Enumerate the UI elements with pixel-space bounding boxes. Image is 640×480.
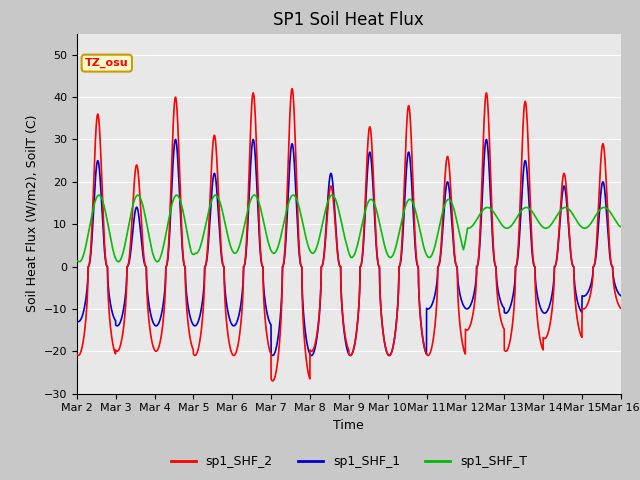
- sp1_SHF_T: [361, 211, 369, 216]
- sp1_SHF_1: [611, 279, 618, 285]
- Title: SP1 Soil Heat Flux: SP1 Soil Heat Flux: [273, 11, 424, 29]
- sp1_SHF_2: [617, 305, 625, 311]
- sp1_SHF_1: [147, 313, 155, 319]
- sp1_SHF_1: [73, 318, 81, 324]
- Text: TZ_osu: TZ_osu: [85, 58, 129, 68]
- Y-axis label: Soil Heat Flux (W/m2), SoilT (C): Soil Heat Flux (W/m2), SoilT (C): [25, 115, 38, 312]
- sp1_SHF_T: [512, 216, 520, 222]
- sp1_SHF_2: [73, 351, 81, 357]
- sp1_SHF_T: [611, 216, 618, 222]
- sp1_SHF_2: [288, 86, 296, 92]
- sp1_SHF_T: [212, 192, 220, 198]
- sp1_SHF_2: [361, 214, 369, 220]
- sp1_SHF_2: [429, 335, 437, 341]
- sp1_SHF_1: [361, 223, 369, 229]
- X-axis label: Time: Time: [333, 419, 364, 432]
- Line: sp1_SHF_1: sp1_SHF_1: [77, 140, 621, 356]
- Legend: sp1_SHF_2, sp1_SHF_1, sp1_SHF_T: sp1_SHF_2, sp1_SHF_1, sp1_SHF_T: [166, 450, 532, 473]
- sp1_SHF_1: [617, 293, 625, 299]
- Line: sp1_SHF_T: sp1_SHF_T: [77, 195, 621, 262]
- sp1_SHF_T: [429, 248, 437, 254]
- sp1_SHF_1: [250, 137, 257, 143]
- sp1_SHF_T: [617, 224, 625, 229]
- sp1_SHF_1: [417, 322, 425, 327]
- sp1_SHF_2: [269, 378, 276, 384]
- sp1_SHF_T: [417, 233, 425, 239]
- sp1_SHF_T: [154, 259, 161, 264]
- sp1_SHF_1: [346, 353, 354, 359]
- Line: sp1_SHF_2: sp1_SHF_2: [77, 89, 621, 381]
- sp1_SHF_2: [417, 322, 425, 327]
- sp1_SHF_T: [73, 258, 81, 264]
- sp1_SHF_1: [512, 264, 520, 269]
- sp1_SHF_2: [611, 286, 618, 291]
- sp1_SHF_2: [147, 335, 155, 340]
- sp1_SHF_2: [512, 264, 520, 269]
- sp1_SHF_1: [429, 298, 437, 303]
- sp1_SHF_T: [147, 244, 155, 250]
